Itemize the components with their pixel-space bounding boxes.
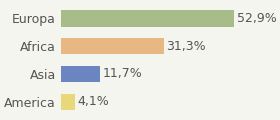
Text: 52,9%: 52,9% bbox=[237, 12, 277, 25]
Text: 31,3%: 31,3% bbox=[166, 40, 206, 53]
Bar bbox=[62, 10, 234, 27]
Text: 11,7%: 11,7% bbox=[102, 67, 142, 80]
Bar bbox=[62, 93, 75, 110]
Bar bbox=[62, 38, 164, 54]
Text: 4,1%: 4,1% bbox=[78, 95, 109, 108]
Bar bbox=[62, 66, 100, 82]
